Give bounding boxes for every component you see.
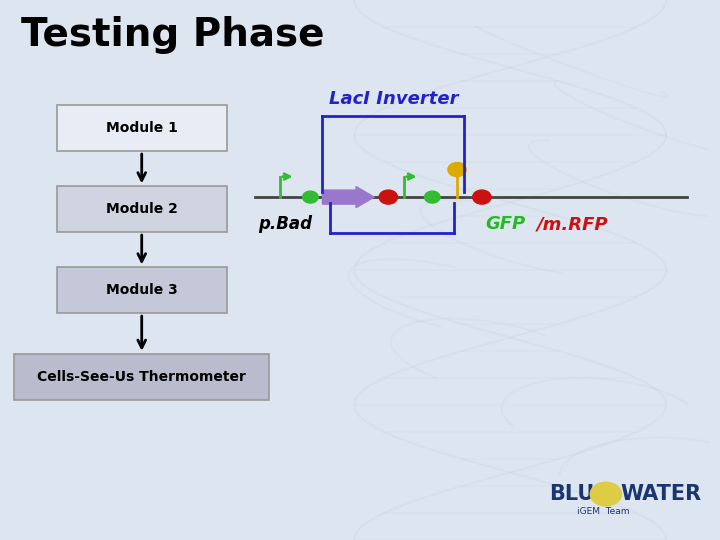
Circle shape xyxy=(590,482,621,506)
Circle shape xyxy=(425,191,440,203)
Circle shape xyxy=(472,190,491,204)
Text: p.Bad: p.Bad xyxy=(258,215,312,233)
FancyBboxPatch shape xyxy=(14,354,269,400)
Text: iGEM  Team: iGEM Team xyxy=(577,508,630,516)
Text: LacI Inverter: LacI Inverter xyxy=(328,90,458,108)
Text: WATER: WATER xyxy=(620,484,701,504)
Text: BLUE: BLUE xyxy=(549,484,608,504)
Text: Module 1: Module 1 xyxy=(106,122,178,135)
FancyBboxPatch shape xyxy=(57,105,227,151)
FancyBboxPatch shape xyxy=(57,267,227,313)
Text: GFP: GFP xyxy=(485,215,526,233)
Circle shape xyxy=(302,191,318,203)
FancyArrow shape xyxy=(323,186,374,207)
Text: Module 2: Module 2 xyxy=(106,202,178,216)
Text: Cells-See-Us Thermometer: Cells-See-Us Thermometer xyxy=(37,370,246,383)
FancyBboxPatch shape xyxy=(57,186,227,232)
Text: Testing Phase: Testing Phase xyxy=(22,16,325,54)
Circle shape xyxy=(448,163,467,177)
Circle shape xyxy=(379,190,397,204)
Text: /m.RFP: /m.RFP xyxy=(536,215,608,233)
Text: Module 3: Module 3 xyxy=(106,284,178,297)
